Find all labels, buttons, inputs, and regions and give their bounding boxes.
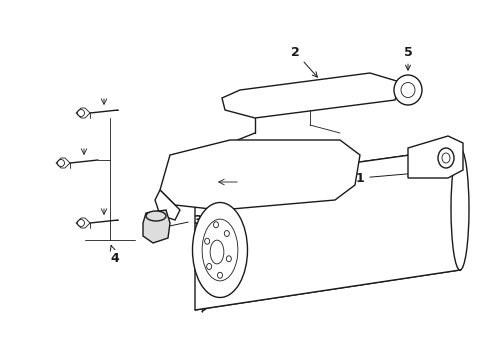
Text: 2: 2 xyxy=(290,45,317,77)
Ellipse shape xyxy=(224,230,229,237)
Ellipse shape xyxy=(226,256,231,262)
Ellipse shape xyxy=(450,148,468,270)
Text: 5: 5 xyxy=(403,45,411,70)
Ellipse shape xyxy=(146,211,165,221)
Polygon shape xyxy=(160,140,359,210)
Ellipse shape xyxy=(217,272,222,278)
Polygon shape xyxy=(76,108,90,118)
Ellipse shape xyxy=(210,240,224,264)
Ellipse shape xyxy=(213,222,218,228)
Text: 1: 1 xyxy=(355,171,413,185)
Polygon shape xyxy=(142,210,170,243)
Ellipse shape xyxy=(192,202,247,297)
Polygon shape xyxy=(76,218,90,228)
Polygon shape xyxy=(195,148,459,310)
Text: 3: 3 xyxy=(163,213,202,229)
Polygon shape xyxy=(407,136,462,178)
Ellipse shape xyxy=(437,148,453,168)
Polygon shape xyxy=(56,158,70,168)
Polygon shape xyxy=(155,190,180,220)
Ellipse shape xyxy=(393,75,421,105)
Text: 4: 4 xyxy=(110,246,119,265)
Polygon shape xyxy=(222,73,399,118)
Ellipse shape xyxy=(206,264,211,270)
Ellipse shape xyxy=(204,238,209,244)
